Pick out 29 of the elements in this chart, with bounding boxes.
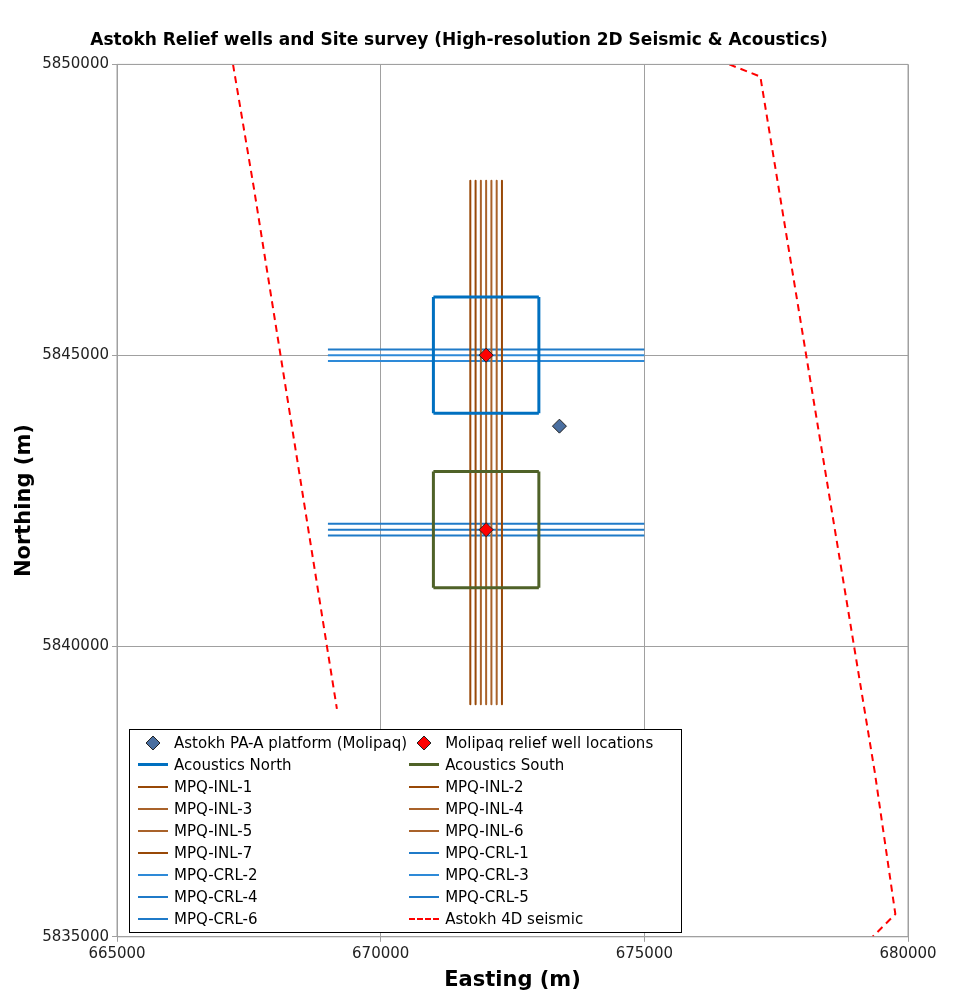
- legend-label: MPQ-INL-1: [174, 776, 253, 798]
- legend-label: MPQ-INL-5: [174, 820, 253, 842]
- y-tick-label: 5835000: [42, 926, 109, 945]
- legend-label: Molipaq relief well locations: [445, 732, 654, 754]
- x-tick-label: 670000: [352, 943, 410, 962]
- legend-label: MPQ-INL-2: [445, 776, 524, 798]
- x-tick-label: 665000: [88, 943, 146, 962]
- legend-label: MPQ-INL-6: [445, 820, 524, 842]
- y-axis-title: Northing (m): [11, 424, 36, 578]
- legend-label: Acoustics North: [174, 754, 292, 776]
- legend-label: MPQ-INL-7: [174, 842, 253, 864]
- y-tick-label: 5850000: [42, 54, 109, 73]
- chart-title: Astokh Relief wells and Site survey (High-resolution 2D Seismic & Acoustics): [90, 28, 828, 49]
- legend-label: MPQ-CRL-2: [174, 864, 258, 886]
- legend-label: MPQ-CRL-1: [445, 842, 529, 864]
- x-tick-label: 675000: [615, 943, 673, 962]
- legend-label: MPQ-CRL-4: [174, 886, 258, 908]
- legend-label: Astokh 4D seismic: [445, 908, 584, 930]
- legend-label: MPQ-CRL-5: [445, 886, 529, 908]
- x-tick-label: 680000: [879, 943, 937, 962]
- legend-label: Acoustics South: [445, 754, 565, 776]
- legend-label: Astokh PA-A platform (Molipaq): [174, 732, 408, 754]
- legend-label: MPQ-INL-4: [445, 798, 524, 820]
- legend-label: MPQ-CRL-6: [174, 908, 258, 930]
- y-tick-label: 5840000: [42, 635, 109, 654]
- x-axis-title: Easting (m): [444, 966, 581, 991]
- legend-label: MPQ-INL-3: [174, 798, 253, 820]
- y-tick-label: 5845000: [42, 345, 109, 364]
- legend-label: MPQ-CRL-3: [445, 864, 529, 886]
